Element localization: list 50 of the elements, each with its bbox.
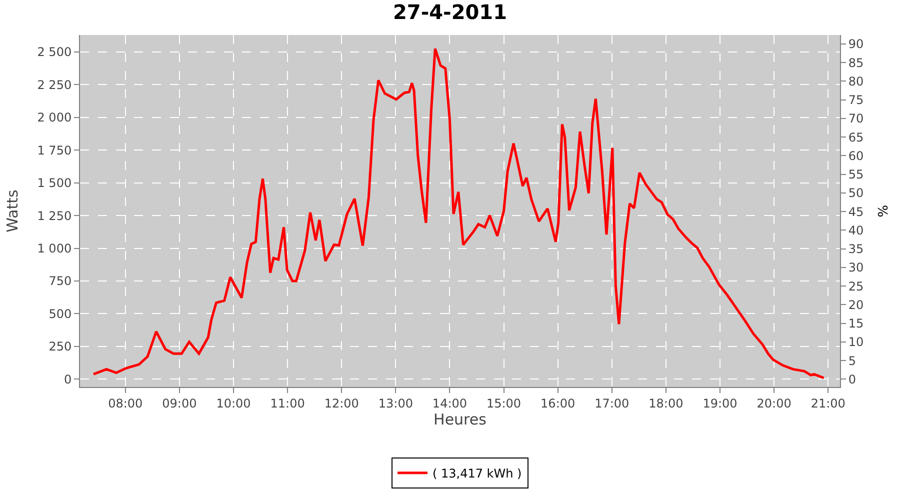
y2-tick-label: 20: [848, 298, 864, 312]
y2-tick-label: 70: [848, 112, 864, 126]
y-tick-label: 500: [48, 306, 72, 321]
y-tick-label: 0: [64, 372, 72, 386]
x-tick-label: 21:00: [810, 396, 846, 410]
y2-axis-title: %: [876, 204, 892, 218]
y-tick-label: 1 250: [37, 208, 72, 223]
x-tick-label: 14:00: [432, 396, 468, 410]
y-tick-label: 1 500: [37, 176, 72, 190]
x-tick-label: 20:00: [756, 396, 792, 410]
x-tick-label: 16:00: [540, 396, 576, 410]
y2-tick-label: 90: [848, 37, 864, 52]
y2-tick-label: 30: [848, 260, 864, 275]
y-tick-label: 1 000: [37, 241, 72, 256]
y-tick-label: 2 000: [37, 110, 72, 125]
x-tick-label: 17:00: [594, 396, 630, 410]
chart-title: 27-4-2011: [392, 0, 508, 24]
y-axis-title: Watts: [3, 190, 22, 232]
x-tick-label: 09:00: [162, 396, 197, 410]
x-tick-label: 12:00: [324, 396, 359, 410]
x-tick-label: 10:00: [216, 396, 251, 410]
x-tick-label: 11:00: [270, 396, 305, 410]
y2-tick-label: 55: [848, 168, 864, 182]
y2-tick-label: 60: [848, 148, 864, 163]
y2-tick-label: 45: [848, 204, 864, 219]
x-tick-label: 18:00: [648, 396, 684, 410]
y2-tick-label: 5: [848, 354, 856, 368]
y2-tick-label: 25: [848, 279, 864, 294]
y-tick-label: 250: [48, 340, 72, 354]
y2-tick-label: 80: [848, 74, 864, 88]
y2-tick-label: 40: [848, 223, 864, 238]
y2-tick-label: 85: [848, 56, 864, 70]
x-tick-label: 08:00: [108, 396, 143, 410]
y2-tick-label: 50: [848, 186, 864, 200]
y-tick-label: 1 750: [37, 143, 72, 158]
y2-tick-label: 0: [848, 372, 856, 386]
y2-tick-label: 10: [848, 335, 864, 350]
x-tick-label: 13:00: [378, 396, 413, 410]
y-tick-label: 2 250: [37, 78, 72, 92]
y2-tick-label: 35: [848, 242, 864, 256]
y2-tick-label: 75: [848, 93, 864, 108]
y2-tick-label: 65: [848, 130, 864, 144]
x-tick-label: 19:00: [702, 396, 738, 410]
y2-tick-label: 15: [848, 316, 864, 330]
y-tick-label: 2 500: [37, 45, 72, 60]
x-tick-label: 15:00: [486, 396, 522, 410]
y-tick-label: 750: [48, 274, 72, 288]
line-series: [92, 47, 826, 380]
legend-label: ( 13,417 kWh ): [432, 466, 522, 481]
x-axis-title: Heures: [434, 410, 487, 428]
